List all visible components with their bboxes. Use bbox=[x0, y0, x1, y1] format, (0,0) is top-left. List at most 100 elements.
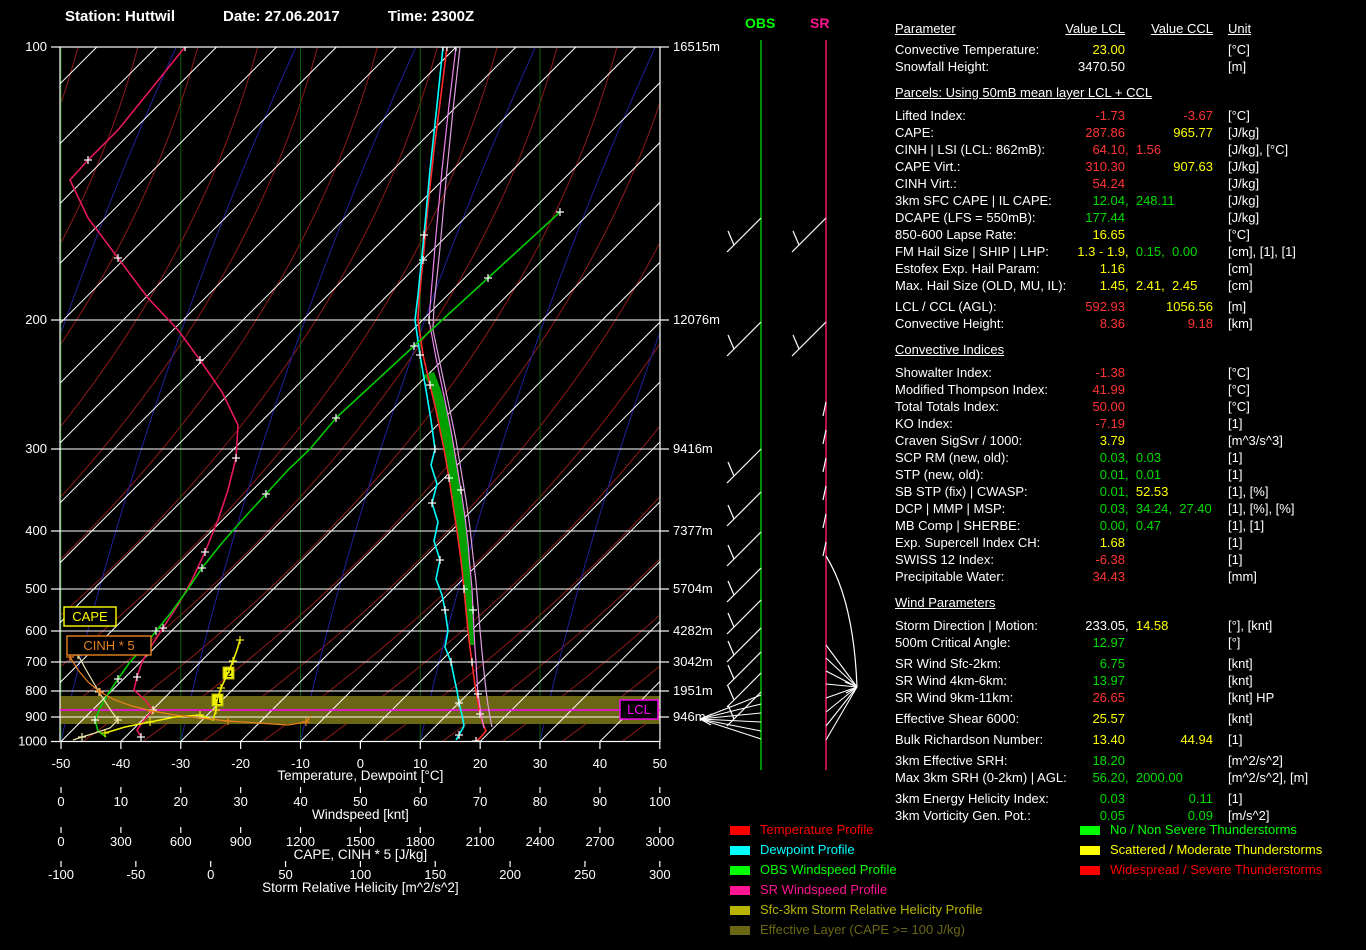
table-row: 500m Critical Angle: 12.97 [°] bbox=[895, 634, 1365, 651]
svg-text:Windspeed [knt]: Windspeed [knt] bbox=[312, 807, 409, 822]
table-row: 3km Effective SRH: 18.20 [m^2/s^2] bbox=[895, 752, 1365, 769]
legend-swatch-icon bbox=[1080, 845, 1100, 855]
legend-label: Temperature Profile bbox=[760, 822, 874, 837]
svg-text:16515m: 16515m bbox=[673, 39, 720, 54]
svg-text:946m: 946m bbox=[673, 709, 706, 724]
unit-label: [cm] bbox=[1228, 278, 1253, 293]
svg-text:300: 300 bbox=[110, 834, 132, 849]
legend-label: Effective Layer (CAPE >= 100 J/kg) bbox=[760, 922, 965, 937]
legend-item: Dewpoint Profile bbox=[730, 840, 983, 860]
table-row: SWISS 12 Index: -6.38 [1] bbox=[895, 551, 1365, 568]
column-header: Value LCL bbox=[1065, 21, 1125, 36]
legend-swatch-icon bbox=[730, 845, 750, 855]
value-lcl: 0.03 bbox=[1099, 501, 1125, 516]
param-label: CAPE: bbox=[895, 125, 935, 140]
param-label: Estofex Exp. Hail Param: bbox=[895, 261, 1040, 276]
svg-text:Storm Relative Helicity [m^2/s: Storm Relative Helicity [m^2/s^2] bbox=[262, 880, 458, 895]
value-lcl: -1.73 bbox=[1095, 108, 1125, 123]
param-label: 3km Vorticity Gen. Pot.: bbox=[895, 808, 1031, 823]
unit-label: [m^2/s^2] bbox=[1228, 753, 1283, 768]
value-lcl: 1.68 bbox=[1099, 535, 1125, 550]
svg-text:70: 70 bbox=[473, 794, 487, 809]
pressure-axis: 100 16515m 200 12076m 300 9416m 400 7377m 500 570… bbox=[18, 39, 720, 749]
table-row: CAPE Virt.: 310.30 907.63 [J/kg] bbox=[895, 158, 1365, 175]
table-row: STP (new, old): 0.01, 0.01 [1] bbox=[895, 466, 1365, 483]
svg-text:0: 0 bbox=[57, 834, 64, 849]
value-ccl: 44.94 bbox=[1180, 732, 1213, 747]
table-row: Lifted Index: -1.73 -3.67 [°C] bbox=[895, 107, 1365, 124]
param-label: Convective Height: bbox=[895, 316, 1005, 331]
param-label: SR Wind 9km-11km: bbox=[895, 690, 1014, 705]
unit-label: [°C] bbox=[1228, 365, 1250, 380]
legend-label: Dewpoint Profile bbox=[760, 842, 855, 857]
svg-text:200: 200 bbox=[25, 312, 47, 327]
param-label: FM Hail Size | SHIP | LHP: bbox=[895, 244, 1049, 259]
svg-text:-20: -20 bbox=[231, 756, 250, 771]
unit-label: [1] bbox=[1228, 450, 1243, 465]
parameter-table: Parameter Value LCL Value CCL Unit Convectiv… bbox=[895, 20, 1365, 824]
svg-text:12076m: 12076m bbox=[673, 312, 720, 327]
unit-label: [1] bbox=[1228, 732, 1243, 747]
sr-windspeed-profile bbox=[69, 47, 240, 741]
param-label: CAPE Virt.: bbox=[895, 159, 961, 174]
svg-text:2400: 2400 bbox=[526, 834, 555, 849]
axis-srh: -100 -50 0 50 100 150 200 250 300 Storm Relative … bbox=[48, 861, 671, 895]
legend-swatch-icon bbox=[730, 865, 750, 875]
table-row: Snowfall Height: 3470.50 [m] bbox=[895, 58, 1365, 75]
svg-text:1: 1 bbox=[215, 696, 221, 707]
unit-label: [knt] bbox=[1228, 656, 1253, 671]
table-row: Bulk Richardson Number: 13.40 44.94 [1] bbox=[895, 731, 1365, 748]
legend-label: OBS Windspeed Profile bbox=[760, 862, 897, 877]
svg-text:900: 900 bbox=[25, 709, 47, 724]
svg-text:300: 300 bbox=[25, 441, 47, 456]
table-row: Storm Direction | Motion: 233.05, 14.58 [°… bbox=[895, 617, 1365, 634]
cape-label-box: CAPE bbox=[63, 606, 117, 627]
value-lcl: 16.65 bbox=[1092, 227, 1125, 242]
svg-text:0: 0 bbox=[207, 867, 214, 882]
legend-item: Effective Layer (CAPE >= 100 J/kg) bbox=[730, 920, 983, 940]
svg-text:50: 50 bbox=[653, 756, 667, 771]
srh-profile bbox=[101, 636, 244, 737]
value-lcl: 1.45 bbox=[1099, 278, 1125, 293]
legend-label: SR Windspeed Profile bbox=[760, 882, 888, 897]
value-lcl: 41.99 bbox=[1092, 382, 1125, 397]
value-ccl: 9.18 bbox=[1187, 316, 1213, 331]
unit-label: [knt] bbox=[1228, 711, 1253, 726]
param-label: Total Totals Index: bbox=[895, 399, 999, 414]
table-row: Convective Height: 8.36 9.18 [km] bbox=[895, 315, 1365, 332]
table-row: DCAPE (LFS = 550mB): 177.44 [J/kg] bbox=[895, 209, 1365, 226]
svg-text:1800: 1800 bbox=[406, 834, 435, 849]
svg-text:20: 20 bbox=[174, 794, 188, 809]
value-lcl-extra: , 2.41, 2.45 bbox=[1125, 278, 1198, 293]
table-row: CINH Virt.: 54.24 [J/kg] bbox=[895, 175, 1365, 192]
wind-column-sr: SR bbox=[791, 15, 858, 770]
unit-label: [°C] bbox=[1228, 227, 1250, 242]
table-row: SB STP (fix) | CWASP: 0.01, 52.53 [1], [%] bbox=[895, 483, 1365, 500]
svg-text:OBS: OBS bbox=[745, 15, 775, 31]
table-row: Modified Thompson Index: 41.99 [°C] bbox=[895, 381, 1365, 398]
unit-label: [m^3/s^3] bbox=[1228, 433, 1283, 448]
param-label: SCP RM (new, old): bbox=[895, 450, 1009, 465]
value-ccl: 1056.56 bbox=[1166, 299, 1213, 314]
svg-text:CAPE: CAPE bbox=[72, 609, 108, 624]
svg-text:1200: 1200 bbox=[286, 834, 315, 849]
station-label: Station: Huttwil bbox=[65, 8, 175, 25]
legend-item: No / Non Severe Thunderstorms bbox=[1080, 820, 1322, 840]
value-lcl: 26.65 bbox=[1092, 690, 1125, 705]
value-ccl: 0.09 bbox=[1187, 808, 1213, 823]
svg-text:-40: -40 bbox=[111, 756, 130, 771]
column-header: Unit bbox=[1228, 21, 1252, 36]
param-label: MB Comp | SHERBE: bbox=[895, 518, 1021, 533]
section-heading: Convective Indices bbox=[895, 342, 1005, 357]
value-lcl: 54.24 bbox=[1092, 176, 1125, 191]
value-lcl: 310.30 bbox=[1085, 159, 1125, 174]
legend-item: Scattered / Moderate Thunderstorms bbox=[1080, 840, 1322, 860]
svg-text:200: 200 bbox=[499, 867, 521, 882]
svg-text:-50: -50 bbox=[52, 756, 71, 771]
value-ccl: 907.63 bbox=[1173, 159, 1213, 174]
param-label: KO Index: bbox=[895, 416, 953, 431]
unit-label: [1] bbox=[1228, 416, 1243, 431]
column-header: Parameter bbox=[895, 21, 956, 36]
value-lcl: 1.16 bbox=[1099, 261, 1125, 276]
